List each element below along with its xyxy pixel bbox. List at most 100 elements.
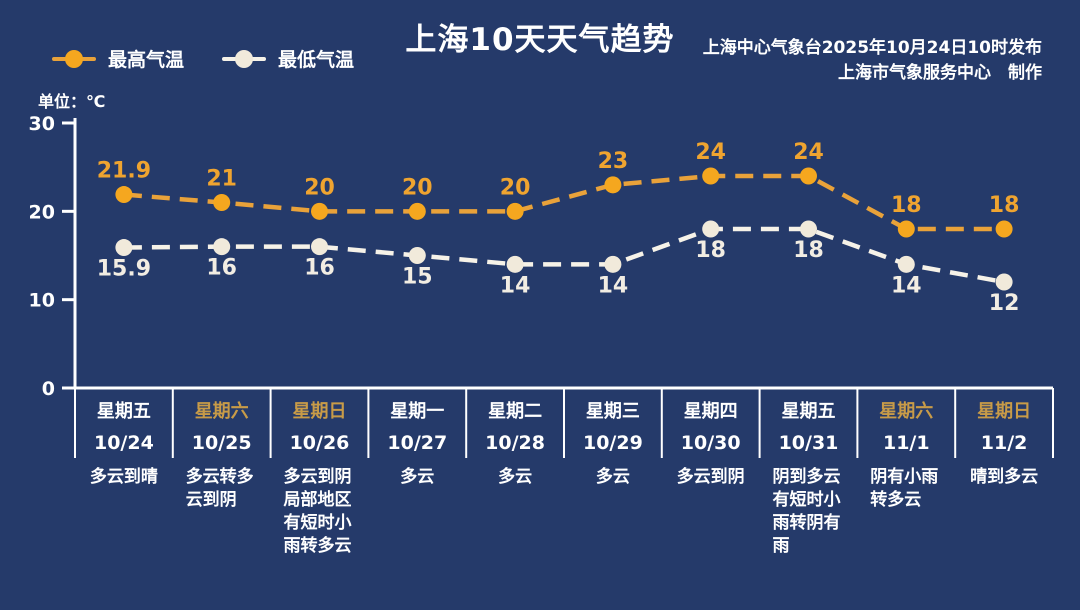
max-temp-point	[311, 202, 328, 220]
max-temp-value-label: 24	[695, 140, 726, 165]
max-temp-value-label: 18	[989, 193, 1020, 218]
weather-description: 阴到多云有短时小雨转阴有雨	[760, 466, 858, 558]
min-temp-value-label: 16	[304, 256, 335, 281]
weather-description-text: 多云到晴	[89, 467, 158, 487]
min-temp-value-label: 15.9	[97, 257, 151, 282]
weekday-label: 星期五	[96, 401, 151, 422]
max-temp-value-label: 20	[304, 175, 335, 200]
max-temp-value-label: 24	[793, 140, 824, 165]
max-temp-value-label: 21	[206, 167, 237, 192]
day-column: 星期三 10/29 多云	[564, 400, 662, 489]
legend-item-min-temp: 最低气温	[222, 45, 354, 72]
weekday-label: 星期六	[194, 401, 249, 422]
date-label: 10/30	[680, 432, 741, 454]
publisher-line2: 上海市气象服务中心 制作	[838, 63, 1042, 83]
weather-description-text: 阴有小雨转多云	[870, 467, 939, 510]
max-temp-point	[604, 176, 622, 194]
weekday-label: 星期日	[977, 401, 1032, 422]
day-column: 星期六 10/25 多云转多云到阴	[173, 400, 271, 512]
min-temp-value-label: 12	[989, 291, 1020, 316]
legend-label-max-temp: 最高气温	[108, 49, 185, 71]
min-temp-point	[115, 239, 133, 257]
y-tick-label: 0	[42, 378, 55, 400]
max-temp-value-label: 23	[598, 149, 629, 174]
weather-description: 多云	[368, 466, 466, 489]
y-tick-label: 20	[29, 201, 55, 223]
publisher-info: 上海中心气象台2025年10月24日10时发布 上海市气象服务中心 制作	[703, 36, 1042, 86]
weekday-label: 星期三	[585, 401, 640, 422]
min-temp-point	[408, 247, 426, 265]
min-temp-point	[800, 220, 817, 238]
date-label: 10/24	[93, 432, 154, 454]
weather-description-text: 多云到阴局部地区有短时小雨转多云	[283, 467, 352, 556]
date-label: 10/31	[778, 432, 839, 454]
legend-label-min-temp: 最低气温	[278, 49, 355, 71]
min-temp-value-label: 14	[891, 273, 922, 298]
weather-description-text: 多云	[595, 467, 630, 487]
chart-legend: 最高气温 最低气温	[52, 45, 354, 72]
weekday-label: 星期六	[879, 401, 934, 422]
date-label: 10/27	[387, 432, 448, 454]
weekday-label: 星期日	[292, 401, 347, 422]
max-temp-point	[995, 220, 1013, 238]
max-temp-point	[506, 202, 524, 220]
weekday-label: 星期四	[683, 401, 738, 422]
y-tick-label: 30	[29, 113, 55, 135]
day-column: 星期日 11/2 晴到多云	[955, 400, 1053, 489]
date-label: 11/2	[980, 432, 1028, 454]
day-column: 星期五 10/24 多云到晴	[75, 400, 173, 489]
max-temp-line	[123, 173, 1005, 232]
min-temp-value-label: 18	[793, 238, 824, 263]
max-temp-legend-marker-icon	[52, 49, 96, 68]
weather-description-text: 多云	[498, 467, 533, 487]
max-temp-point	[115, 186, 133, 204]
weather-description-text: 阴到多云有短时小雨转阴有雨	[772, 467, 841, 556]
day-column: 星期二 10/28 多云	[466, 400, 564, 489]
max-temp-value-label: 20	[500, 175, 531, 200]
weather-description: 多云到晴	[75, 466, 173, 489]
max-temp-value-label: 21.9	[97, 159, 151, 184]
min-temp-point	[311, 238, 328, 256]
date-label: 11/1	[882, 432, 930, 454]
min-temp-point	[506, 255, 524, 273]
min-temp-point	[702, 220, 720, 238]
date-label: 10/26	[289, 432, 350, 454]
min-temp-legend-marker-icon	[222, 49, 267, 68]
day-column: 星期六 11/1 阴有小雨转多云	[857, 400, 955, 512]
min-temp-point	[897, 255, 915, 273]
date-label: 10/28	[485, 432, 545, 454]
weather-description: 阴有小雨转多云	[857, 466, 955, 512]
weather-description-text: 多云	[400, 467, 435, 487]
max-temp-point	[800, 167, 817, 185]
max-temp-value-label: 20	[402, 175, 433, 200]
max-temp-point	[702, 167, 720, 185]
weather-description: 多云	[564, 466, 662, 489]
day-column: 星期日 10/26 多云到阴局部地区有短时小雨转多云	[271, 400, 369, 558]
date-label: 10/29	[582, 432, 643, 454]
weekday-label: 星期五	[781, 401, 836, 422]
unit-label: 单位：℃	[38, 92, 106, 111]
weather-description-text: 多云到阴	[676, 467, 745, 487]
weather-description-text: 多云转多云到阴	[185, 467, 254, 510]
min-temp-value-label: 15	[402, 265, 433, 290]
min-temp-value-label: 16	[206, 256, 237, 281]
min-temp-value-label: 14	[598, 273, 629, 298]
day-column: 星期一 10/27 多云	[368, 400, 466, 489]
day-column: 星期四 10/30 多云到阴	[662, 400, 760, 489]
min-temp-point	[213, 238, 231, 256]
max-temp-point	[897, 220, 915, 238]
day-column: 星期五 10/31 阴到多云有短时小雨转阴有雨	[760, 400, 858, 558]
weather-description: 晴到多云	[955, 466, 1053, 489]
max-temp-point	[408, 202, 426, 220]
weather-description: 多云转多云到阴	[173, 466, 271, 512]
min-temp-point	[995, 273, 1013, 291]
min-temp-point	[604, 255, 622, 273]
weather-description: 多云	[466, 466, 564, 489]
weather-description: 多云到阴局部地区有短时小雨转多云	[271, 466, 369, 558]
weather-description: 多云到阴	[662, 466, 760, 489]
max-temp-value-label: 18	[891, 193, 922, 218]
weekday-label: 星期二	[488, 401, 543, 422]
